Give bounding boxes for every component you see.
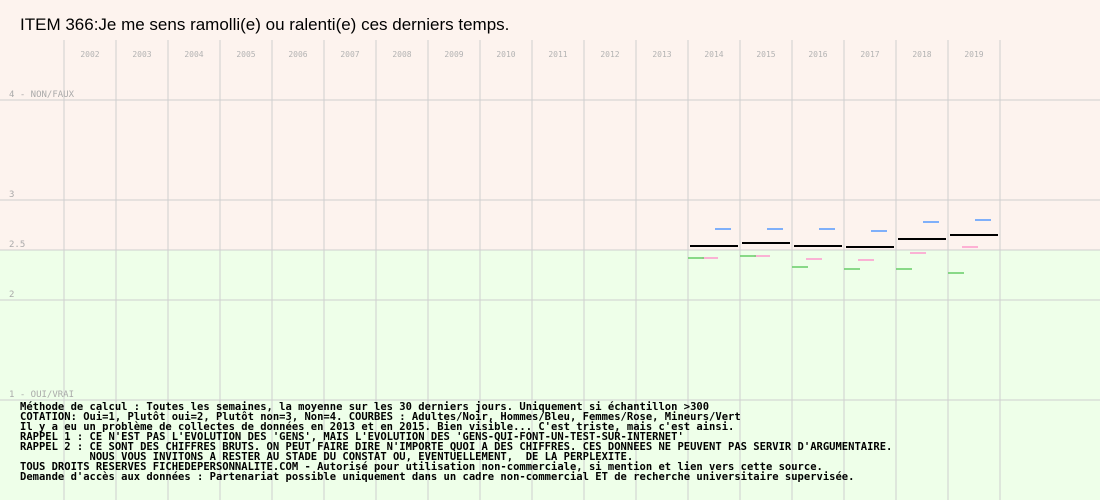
- year-label: 2004: [184, 50, 203, 59]
- background-upper-band: [0, 0, 1100, 250]
- year-label: 2018: [912, 50, 931, 59]
- year-label: 2010: [496, 50, 515, 59]
- year-label: 2002: [80, 50, 99, 59]
- year-label: 2017: [860, 50, 879, 59]
- background-lower-band: [0, 250, 1100, 500]
- note-line: COTATION: Oui=1, Plutôt oui=2, Plutôt no…: [20, 411, 741, 423]
- y-tick-label: 2: [9, 290, 14, 300]
- year-labels: 2002 2003 2004 2005 2006 2007 2008 2009 2010 2011…: [80, 50, 983, 59]
- year-label: 2019: [964, 50, 983, 59]
- note-line: TOUS DROITS RESERVES FICHEDEPERSONNALITE…: [20, 461, 823, 473]
- year-label: 2014: [704, 50, 723, 59]
- grid: [0, 40, 1100, 500]
- note-line: NOUS VOUS INVITONS A RESTER AU STADE DU …: [20, 451, 633, 463]
- y-tick-label: 4 - NON/FAUX: [9, 90, 75, 100]
- note-line: RAPPEL 2 : CE SONT DES CHIFFRES BRUTS. O…: [20, 441, 892, 453]
- note-line: Demande d'accès aux données : Partenaria…: [20, 471, 854, 483]
- note-line: RAPPEL 1 : CE N'EST PAS L'EVOLUTION DES …: [20, 431, 684, 443]
- data-marks: [688, 219, 998, 274]
- year-label: 2008: [392, 50, 411, 59]
- y-tick-labels: 4 - NON/FAUX 3 2.5 2 1 - OUI/VRAI: [9, 90, 75, 400]
- year-label: 2009: [444, 50, 463, 59]
- notes-block: Méthode de calcul : Toutes les semaines,…: [20, 401, 892, 483]
- year-label: 2007: [340, 50, 359, 59]
- year-label: 2015: [756, 50, 775, 59]
- y-tick-label: 3: [9, 190, 14, 200]
- year-label: 2006: [288, 50, 307, 59]
- note-line: Méthode de calcul : Toutes les semaines,…: [20, 401, 709, 413]
- note-line: Il y a eu un problème de collectes de do…: [20, 421, 734, 433]
- year-label: 2005: [236, 50, 255, 59]
- chart-title: ITEM 366:Je me sens ramolli(e) ou ralent…: [20, 15, 509, 34]
- year-label: 2016: [808, 50, 827, 59]
- year-label: 2013: [652, 50, 671, 59]
- year-label: 2003: [132, 50, 151, 59]
- year-label: 2011: [548, 50, 567, 59]
- y-tick-label: 1 - OUI/VRAI: [9, 390, 74, 400]
- y-tick-label: 2.5: [9, 240, 25, 250]
- year-label: 2012: [600, 50, 619, 59]
